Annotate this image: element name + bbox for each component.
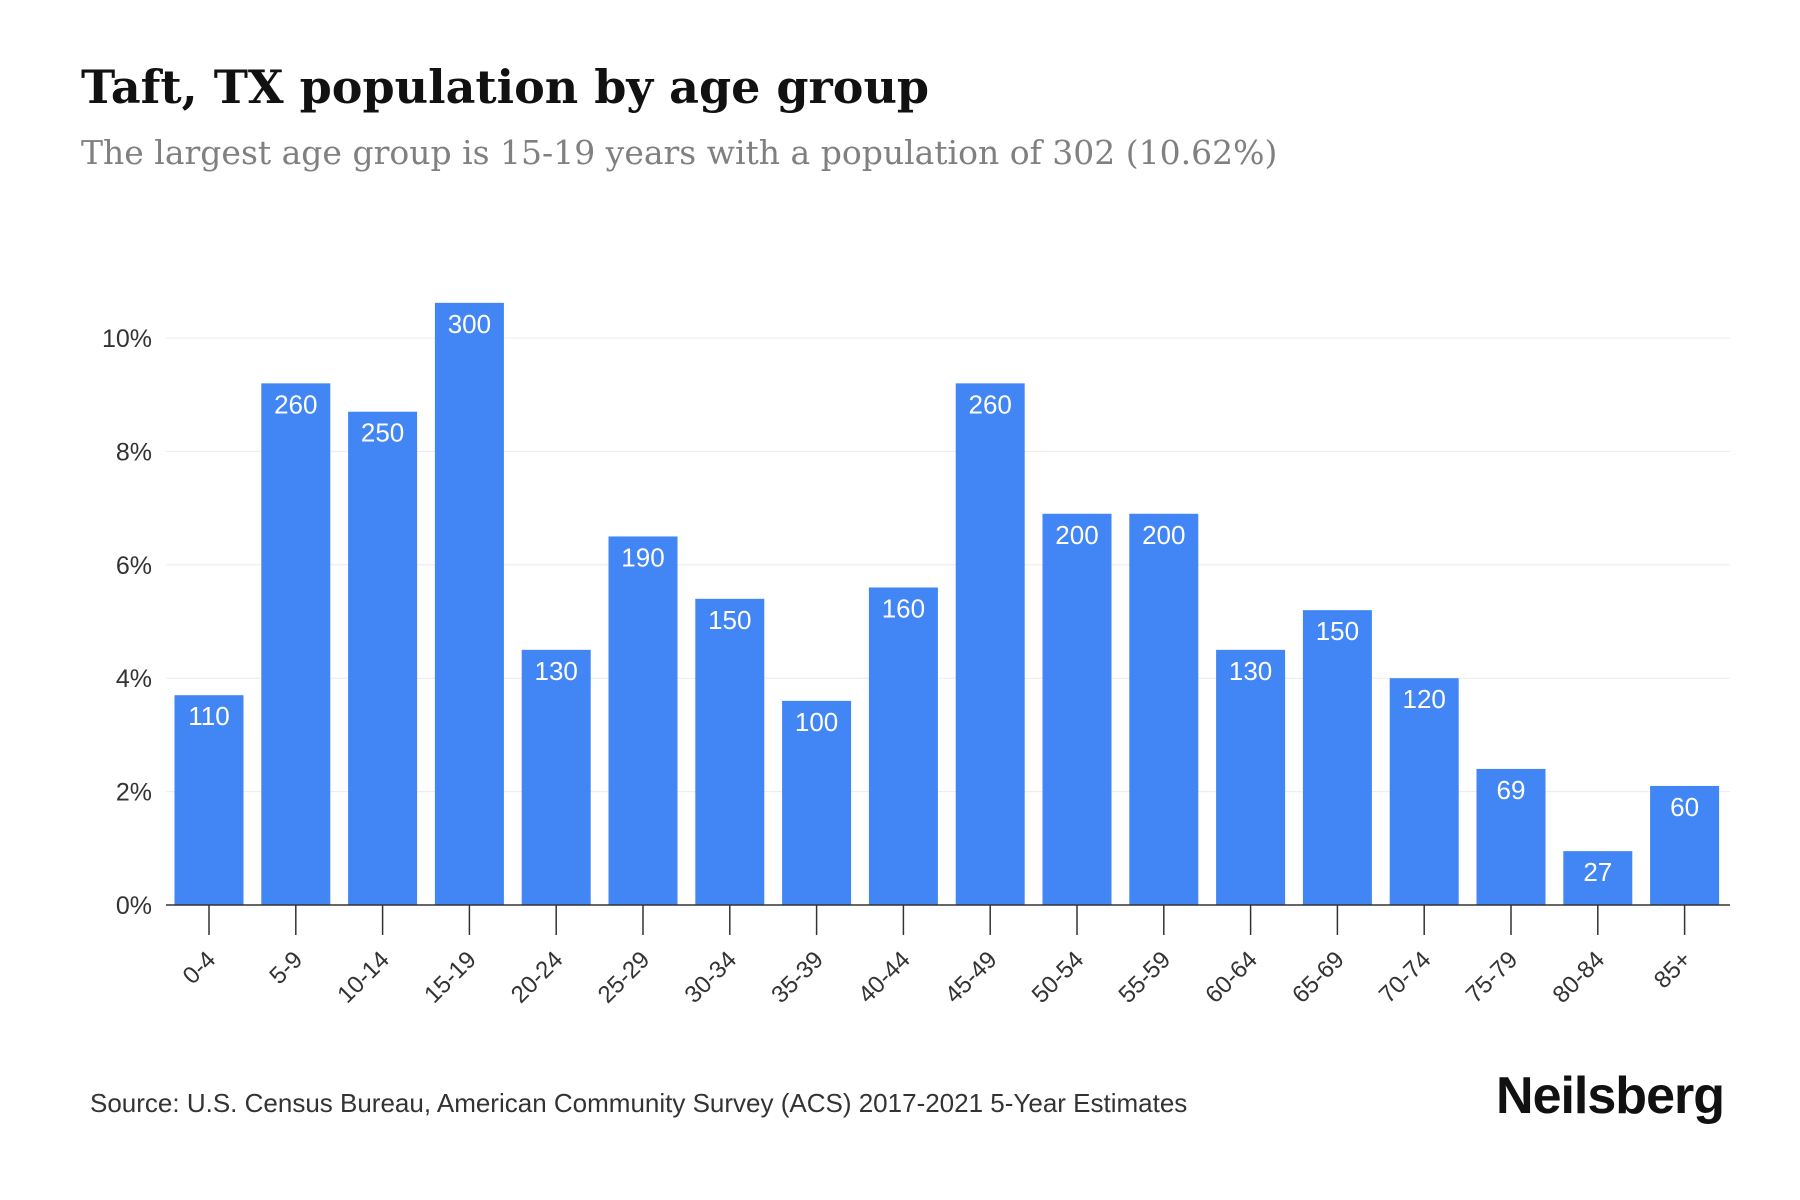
x-tick-label: 70-74 [1374, 946, 1437, 1009]
x-tick-label: 10-14 [332, 946, 395, 1009]
bar [174, 695, 244, 905]
x-tick-label: 75-79 [1461, 946, 1524, 1009]
bar-value-label: 130 [1229, 656, 1272, 686]
x-tick-label: 65-69 [1287, 946, 1350, 1009]
bar-value-label: 150 [1316, 616, 1359, 646]
y-tick-label: 4% [116, 665, 152, 693]
bar [1563, 851, 1633, 905]
bar [1650, 785, 1720, 905]
bar-value-label: 130 [535, 656, 578, 686]
bar [1042, 513, 1112, 905]
bar-value-label: 60 [1670, 792, 1699, 822]
bar [1216, 649, 1286, 905]
chart-title: Taft, TX population by age group [81, 60, 930, 114]
bar-value-label: 150 [708, 605, 751, 635]
bar-value-label: 160 [882, 593, 925, 623]
x-tick-label: 35-39 [766, 946, 829, 1009]
x-tick-label: 85+ [1649, 946, 1697, 994]
bar [434, 302, 504, 905]
bar-value-label: 200 [1055, 520, 1098, 550]
bar [868, 587, 938, 905]
brand-logo: Neilsberg [1496, 1067, 1725, 1125]
y-tick-label: 0% [116, 892, 152, 920]
x-tick-label: 40-44 [853, 946, 916, 1009]
bar [608, 536, 678, 905]
bar-value-label: 100 [795, 707, 838, 737]
x-tick-label: 20-24 [506, 946, 569, 1009]
bar-value-label: 27 [1583, 857, 1612, 887]
bar-value-label: 260 [969, 389, 1012, 419]
x-tick-label: 80-84 [1548, 946, 1611, 1009]
y-tick-label: 10% [102, 325, 152, 353]
bar-value-label: 69 [1497, 775, 1526, 805]
bar [521, 649, 591, 905]
y-tick-label: 8% [116, 438, 152, 466]
x-tick-label: 50-54 [1027, 946, 1090, 1009]
x-tick-label: 25-29 [593, 946, 656, 1009]
x-tick-label: 55-59 [1114, 946, 1177, 1009]
source-note: Source: U.S. Census Bureau, American Com… [90, 1088, 1188, 1118]
chart-subtitle: The largest age group is 15-19 years wit… [81, 133, 1278, 172]
bar [695, 598, 765, 905]
bar [1389, 678, 1459, 905]
bar [1302, 610, 1372, 905]
x-tick-label: 0-4 [178, 946, 222, 990]
x-tick-label: 30-34 [680, 946, 743, 1009]
x-tick-label: 15-19 [419, 946, 482, 1009]
bar-value-label: 250 [361, 418, 404, 448]
y-tick-label: 6% [116, 552, 152, 580]
y-tick-label: 2% [116, 779, 152, 807]
x-tick-label: 45-49 [940, 946, 1003, 1009]
bar [955, 383, 1025, 905]
bar [348, 411, 418, 905]
bar-value-label: 260 [274, 389, 317, 419]
bar [1476, 768, 1546, 905]
x-tick-label: 5-9 [264, 946, 308, 990]
bar-value-label: 120 [1403, 684, 1446, 714]
bar [261, 383, 331, 905]
bar [782, 700, 852, 905]
bar-value-label: 190 [621, 542, 664, 572]
x-tick-label: 60-64 [1200, 946, 1263, 1009]
bar-value-label: 200 [1142, 520, 1185, 550]
bar-value-label: 110 [188, 701, 229, 731]
bar-value-label: 300 [448, 309, 491, 339]
bar [1129, 513, 1199, 905]
